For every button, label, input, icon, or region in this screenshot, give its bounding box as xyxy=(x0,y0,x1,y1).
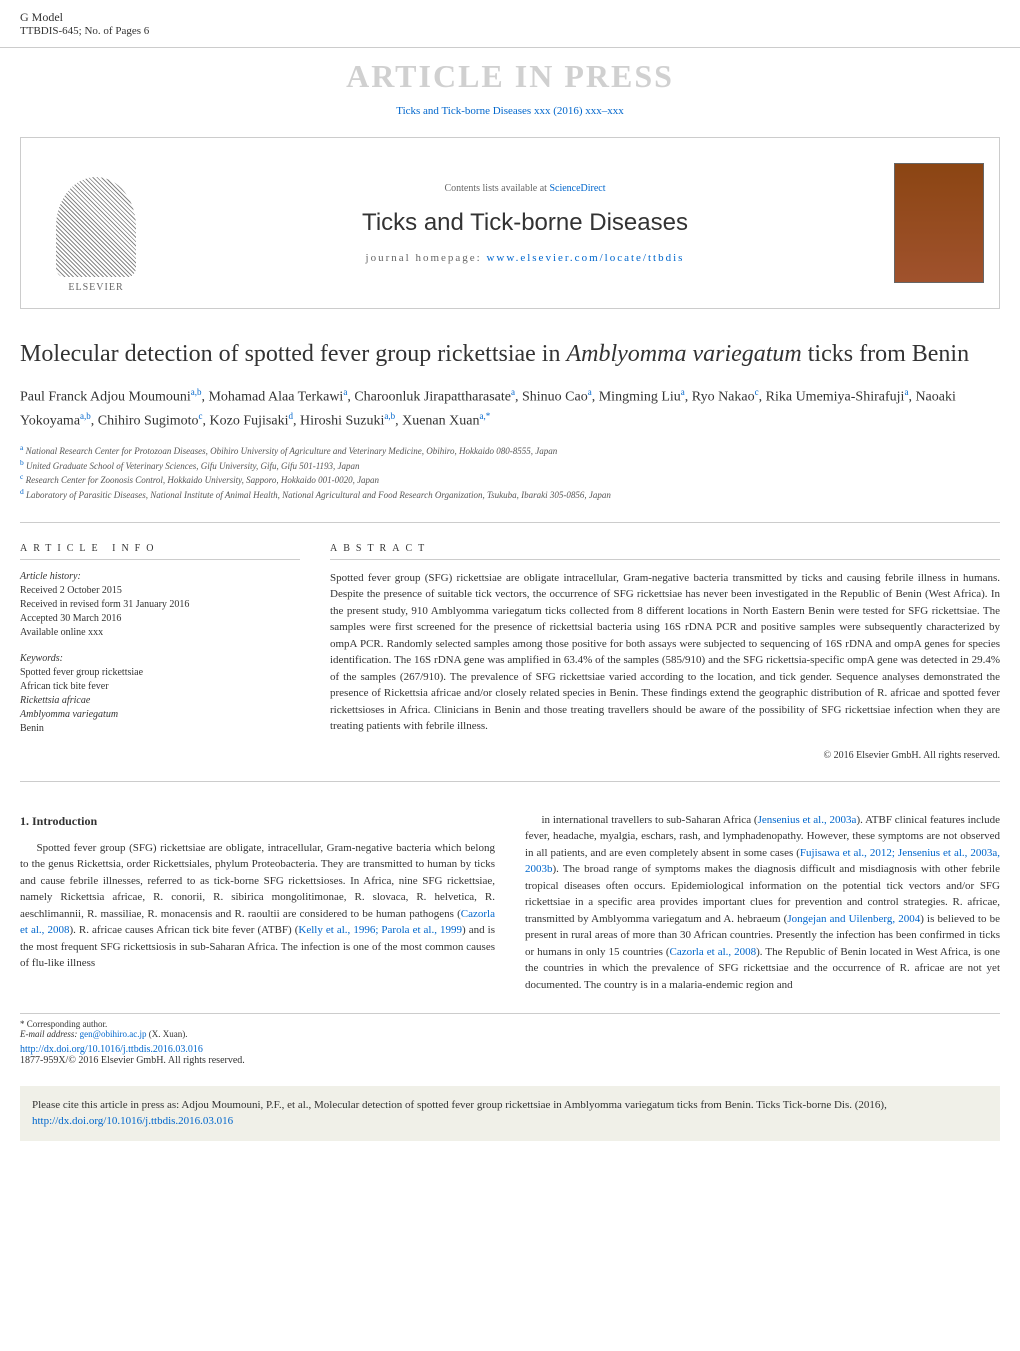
received-date: Received 2 October 2015 xyxy=(20,584,300,598)
author-11: , Hiroshi Suzuki xyxy=(293,414,384,429)
intro-header: 1. Introduction xyxy=(20,812,495,830)
journal-homepage: journal homepage: www.elsevier.com/locat… xyxy=(156,252,894,264)
doi-link[interactable]: http://dx.doi.org/10.1016/j.ttbdis.2016.… xyxy=(20,1044,1000,1055)
intro-text-1b: ). R. africae causes African tick bite f… xyxy=(69,924,298,936)
homepage-label: journal homepage: xyxy=(366,252,487,264)
column-left: 1. Introduction Spotted fever group (SFG… xyxy=(20,812,495,994)
cite-link[interactable]: http://dx.doi.org/10.1016/j.ttbdis.2016.… xyxy=(32,1115,233,1127)
citation-kelly[interactable]: Kelly et al., 1996; Parola et al., 1999 xyxy=(298,924,462,936)
abstract-copyright: © 2016 Elsevier GmbH. All rights reserve… xyxy=(330,750,1000,761)
journal-center: Contents lists available at ScienceDirec… xyxy=(156,183,894,264)
email-name: (X. Xuan). xyxy=(146,1029,187,1039)
citation-jensenius-1[interactable]: Jensenius et al., 2003a xyxy=(758,814,857,826)
affiliations: a National Research Center for Protozoan… xyxy=(20,443,1000,501)
author-9: , Chihiro Sugimoto xyxy=(91,414,199,429)
intro-para-2: in international travellers to sub-Sahar… xyxy=(525,812,1000,994)
author-10: , Kozo Fujisaki xyxy=(203,414,289,429)
article-id: TTBDIS-645; No. of Pages 6 xyxy=(20,25,1000,37)
email-label: E-mail address: xyxy=(20,1029,80,1039)
author-1-sup[interactable]: a,b xyxy=(191,387,202,397)
author-8-sup[interactable]: a,b xyxy=(80,411,91,421)
author-11-sup[interactable]: a,b xyxy=(384,411,395,421)
author-3: , Charoonluk Jirapattharasate xyxy=(347,390,511,405)
aff-b-text: United Graduate School of Veterinary Sci… xyxy=(24,461,360,471)
elsevier-text: ELSEVIER xyxy=(68,282,123,293)
title-part1: Molecular detection of spotted fever gro… xyxy=(20,341,566,367)
online-date: Available online xxx xyxy=(20,626,300,640)
issn-copyright: 1877-959X/© 2016 Elsevier GmbH. All righ… xyxy=(20,1055,1000,1066)
header-bar: G Model TTBDIS-645; No. of Pages 6 xyxy=(0,0,1020,48)
homepage-link[interactable]: www.elsevier.com/locate/ttbdis xyxy=(486,252,684,264)
citation-jongejan[interactable]: Jongejan and Uilenberg, 2004 xyxy=(787,913,920,925)
journal-name: Ticks and Tick-borne Diseases xyxy=(156,209,894,237)
intro-text-2a: in international travellers to sub-Sahar… xyxy=(542,814,758,826)
column-right: in international travellers to sub-Sahar… xyxy=(525,812,1000,994)
body-content: 1. Introduction Spotted fever group (SFG… xyxy=(20,812,1000,994)
author-2: , Mohamad Alaa Terkawi xyxy=(201,390,343,405)
authors-list: Paul Franck Adjou Moumounia,b, Mohamad A… xyxy=(20,385,1000,433)
keyword-2: African tick bite fever xyxy=(20,680,300,694)
doi-section: http://dx.doi.org/10.1016/j.ttbdis.2016.… xyxy=(20,1044,1000,1066)
keywords-block: Keywords: Spotted fever group rickettsia… xyxy=(20,652,300,736)
author-5: , Mingming Liu xyxy=(592,390,681,405)
title-part2: ticks from Benin xyxy=(802,341,969,367)
affiliation-b: b United Graduate School of Veterinary S… xyxy=(20,458,1000,473)
corresponding-email-line: E-mail address: gen@obihiro.ac.jp (X. Xu… xyxy=(20,1029,1000,1039)
abstract-text: Spotted fever group (SFG) rickettsiae ar… xyxy=(330,570,1000,735)
aff-a-text: National Research Center for Protozoan D… xyxy=(23,446,557,456)
keyword-1: Spotted fever group rickettsiae xyxy=(20,666,300,680)
corresponding-label: * Corresponding author. xyxy=(20,1019,1000,1029)
email-link[interactable]: gen@obihiro.ac.jp xyxy=(80,1029,147,1039)
intro-para-1: Spotted fever group (SFG) rickettsiae ar… xyxy=(20,840,495,972)
author-12-sup[interactable]: a,* xyxy=(479,411,490,421)
elsevier-logo: ELSEVIER xyxy=(36,153,156,293)
divider-1 xyxy=(20,522,1000,523)
author-4: , Shinuo Cao xyxy=(515,390,588,405)
sciencedirect-link[interactable]: ScienceDirect xyxy=(549,183,605,194)
article-title: Molecular detection of spotted fever gro… xyxy=(20,339,1000,370)
journal-ref-link[interactable]: Ticks and Tick-borne Diseases xxx (2016)… xyxy=(0,105,1020,117)
abstract-header: ABSTRACT xyxy=(330,543,1000,560)
keyword-5: Benin xyxy=(20,722,300,736)
author-12: , Xuenan Xuan xyxy=(395,414,479,429)
title-italic: Amblyomma variegatum xyxy=(566,341,801,367)
cite-box: Please cite this article in press as: Ad… xyxy=(20,1086,1000,1141)
revised-date: Received in revised form 31 January 2016 xyxy=(20,598,300,612)
author-1: Paul Franck Adjou Moumouni xyxy=(20,390,191,405)
press-banner: ARTICLE IN PRESS xyxy=(0,58,1020,95)
keyword-4: Amblyomma variegatum xyxy=(20,708,300,722)
intro-text-1a: Spotted fever group (SFG) rickettsiae ar… xyxy=(20,842,495,920)
history-label: Article history: xyxy=(20,570,300,584)
affiliation-d: d Laboratory of Parasitic Diseases, Nati… xyxy=(20,487,1000,502)
author-6: , Ryo Nakao xyxy=(685,390,755,405)
abstract-section: ABSTRACT Spotted fever group (SFG) ricke… xyxy=(330,543,1000,761)
journal-header: ELSEVIER Contents lists available at Sci… xyxy=(20,137,1000,309)
aff-d-text: Laboratory of Parasitic Diseases, Nation… xyxy=(24,490,611,500)
contents-text: Contents lists available at xyxy=(444,183,549,194)
tree-icon xyxy=(56,177,136,277)
journal-cover-image xyxy=(894,163,984,283)
info-abstract-row: ARTICLE INFO Article history: Received 2… xyxy=(20,543,1000,761)
author-7: , Rika Umemiya-Shirafuji xyxy=(759,390,905,405)
accepted-date: Accepted 30 March 2016 xyxy=(20,612,300,626)
cite-text: Please cite this article in press as: Ad… xyxy=(32,1099,887,1111)
gmodel-label: G Model xyxy=(20,10,1000,25)
affiliation-a: a National Research Center for Protozoan… xyxy=(20,443,1000,458)
aff-c-text: Research Center for Zoonosis Control, Ho… xyxy=(23,475,379,485)
keywords-list: Spotted fever group rickettsiae African … xyxy=(20,666,300,736)
citation-cazorla-2[interactable]: Cazorla et al., 2008 xyxy=(670,946,757,958)
divider-2 xyxy=(20,781,1000,782)
contents-line: Contents lists available at ScienceDirec… xyxy=(156,183,894,194)
article-info-header: ARTICLE INFO xyxy=(20,543,300,560)
history-block: Article history: Received 2 October 2015… xyxy=(20,570,300,640)
keyword-3: Rickettsia africae xyxy=(20,694,300,708)
article-info: ARTICLE INFO Article history: Received 2… xyxy=(20,543,300,761)
affiliation-c: c Research Center for Zoonosis Control, … xyxy=(20,472,1000,487)
corresponding-author: * Corresponding author. E-mail address: … xyxy=(20,1013,1000,1039)
keywords-label: Keywords: xyxy=(20,652,300,666)
